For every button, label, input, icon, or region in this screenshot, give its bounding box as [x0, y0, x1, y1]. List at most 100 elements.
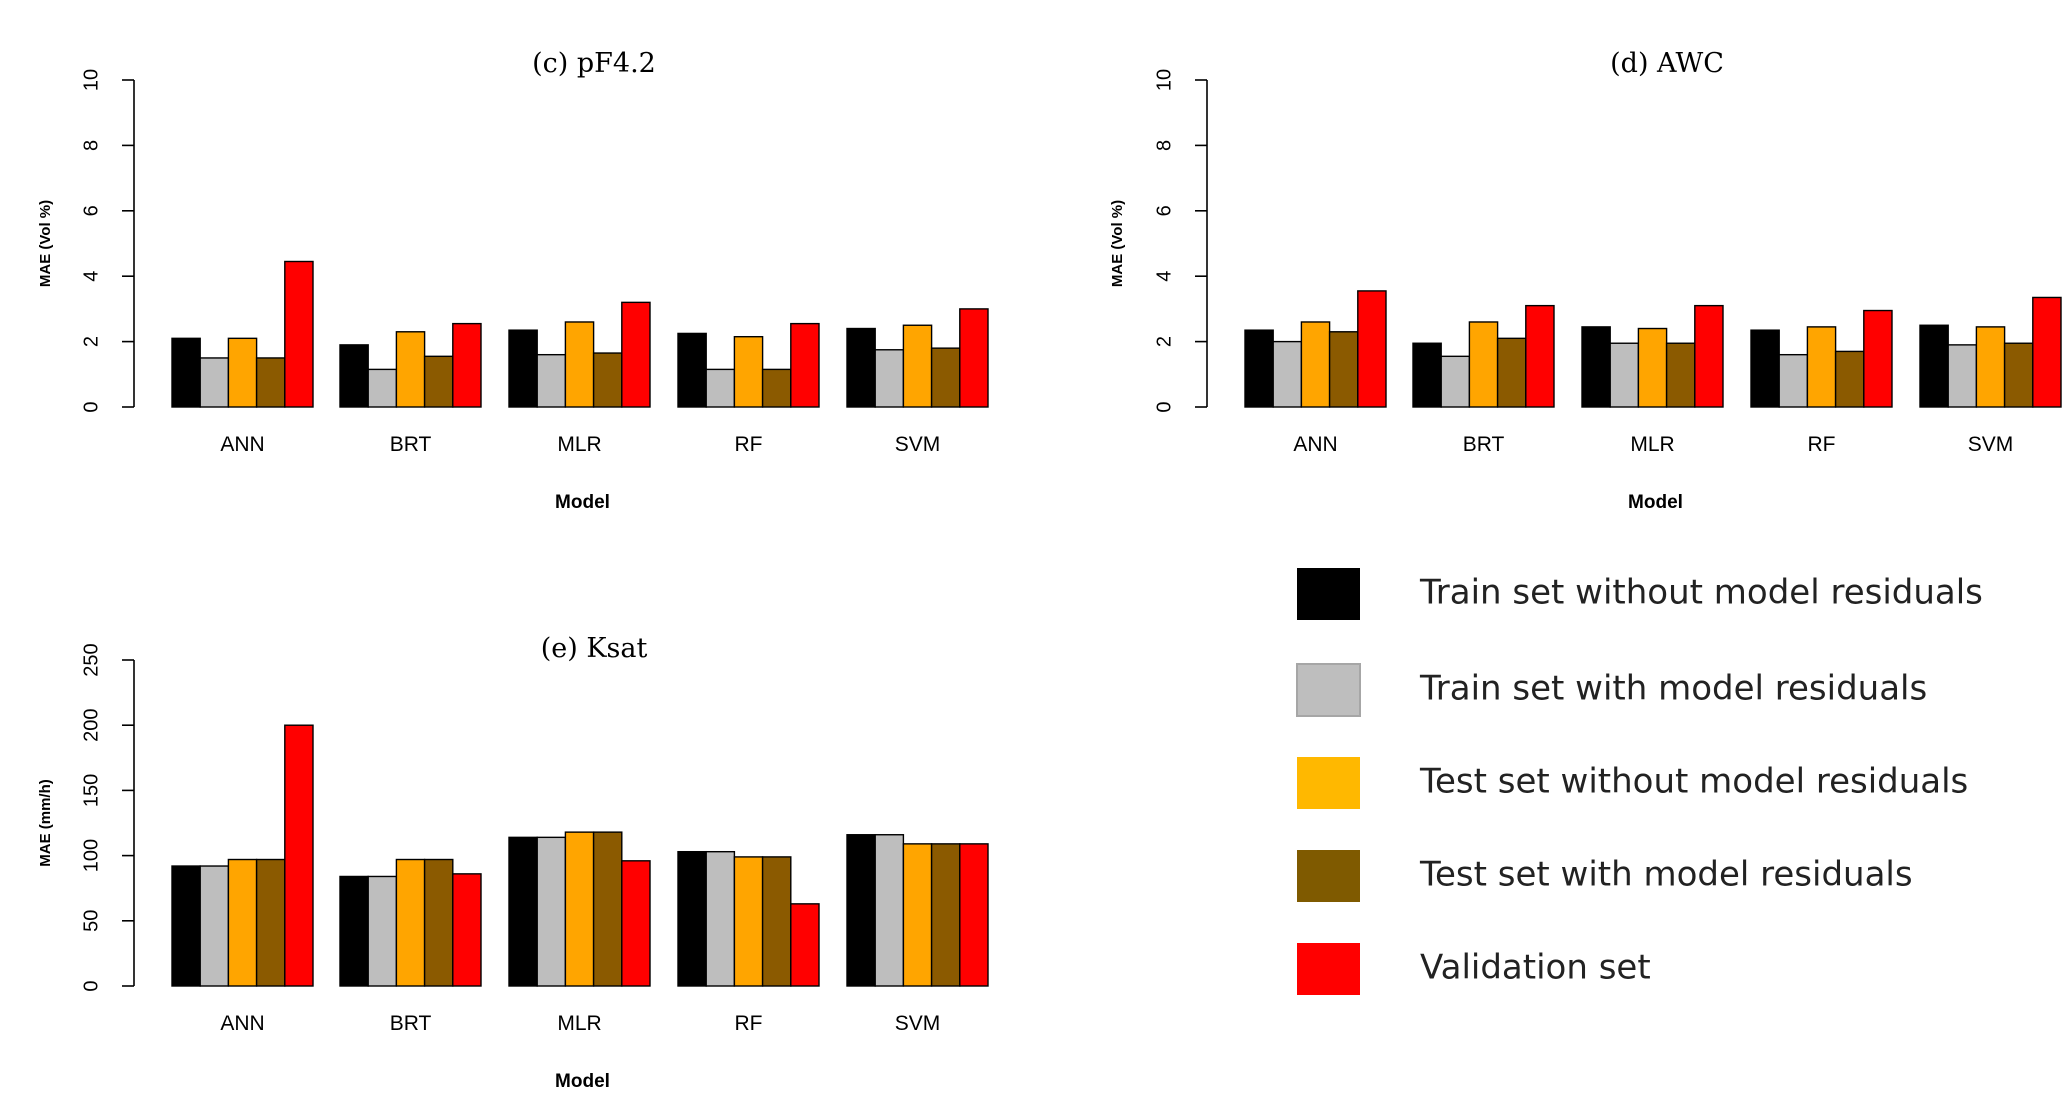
bar-mlr-series-3 [592, 352, 623, 408]
legend-swatch [1297, 757, 1360, 809]
y-tick-label: 10 [80, 69, 102, 91]
bar-mlr-series-2 [564, 831, 595, 987]
bar-brt-series-1 [1440, 355, 1471, 408]
bar-brt-series-2 [1468, 321, 1499, 408]
bar-rf-series-0 [1750, 329, 1780, 408]
x-category-label: MLR [557, 433, 601, 456]
bar-ann-series-2 [227, 337, 258, 408]
bar-rf-series-2 [733, 856, 764, 987]
bar-brt-series-2 [395, 858, 426, 987]
bar-mlr-series-2 [564, 321, 595, 408]
bar-ann-series-0 [171, 865, 201, 987]
bar-svm-series-3 [2003, 342, 2034, 408]
bar-svm-series-0 [846, 327, 876, 408]
bar-rf-series-4 [790, 322, 820, 408]
bar-brt-series-4 [452, 322, 482, 408]
bar-brt-series-4 [452, 873, 482, 987]
bar-rf-series-2 [733, 335, 764, 408]
bar-ann-series-3 [1328, 331, 1359, 408]
bar-brt-series-0 [339, 344, 369, 408]
bar-ann-series-1 [199, 865, 230, 987]
bar-mlr-series-4 [621, 301, 651, 408]
bar-brt-series-1 [367, 875, 398, 987]
bar-mlr-series-2 [1637, 327, 1668, 408]
x-axis-label: Model [555, 1071, 610, 1092]
y-tick-label: 0 [80, 401, 102, 412]
bar-ann-series-4 [284, 260, 314, 408]
bar-mlr-series-0 [1581, 326, 1611, 408]
bar-brt-series-0 [339, 875, 369, 987]
legend-swatch [1297, 943, 1360, 995]
bar-ann-series-4 [1357, 290, 1387, 408]
bar-ann-series-3 [255, 858, 286, 987]
x-category-label: SVM [895, 1012, 941, 1035]
y-tick-label: 2 [80, 336, 102, 347]
y-tick-label: 50 [80, 910, 102, 932]
bar-brt-series-3 [423, 355, 454, 408]
chart-awc: (d) AWC 0 2 4 6 8 10 MAE (Vol %) ANN BRT MLR RF SVM M… [1109, 48, 2062, 513]
bar-mlr-series-0 [508, 329, 538, 408]
bar-rf-series-0 [677, 850, 707, 987]
legend-label: Test set with model residuals [1419, 855, 1913, 895]
y-tick-label: 2 [1153, 336, 1175, 347]
x-axis-label: Model [555, 492, 610, 513]
x-category-label: RF [735, 433, 763, 456]
bar-ann-series-3 [255, 357, 286, 408]
bar-mlr-series-0 [508, 836, 538, 987]
y-tick-label: 100 [80, 839, 102, 872]
bar-ann-series-0 [171, 337, 201, 408]
bar-brt-series-0 [1412, 342, 1442, 408]
chart-title: (d) AWC [1610, 48, 1724, 79]
legend-swatch [1297, 850, 1360, 902]
bar-svm-series-4 [959, 843, 989, 987]
bar-mlr-series-4 [1694, 304, 1724, 408]
y-tick-label: 8 [1153, 140, 1175, 151]
bar-svm-series-0 [846, 834, 876, 987]
bar-rf-series-3 [761, 856, 792, 987]
bar-svm-series-1 [1947, 344, 1978, 408]
bar-rf-series-2 [1806, 326, 1837, 408]
bar-rf-series-4 [790, 903, 820, 987]
bar-rf-series-3 [1834, 350, 1865, 408]
legend-label: Test set without model residuals [1419, 762, 1968, 802]
chart-title: (c) pF4.2 [532, 48, 656, 79]
bar-mlr-series-1 [536, 353, 567, 408]
bar-brt-series-3 [423, 858, 454, 987]
x-category-label: RF [1808, 433, 1836, 456]
bar-svm-series-1 [874, 834, 905, 987]
legend-label: Train set without model residuals [1419, 573, 1983, 613]
bar-rf-series-1 [705, 850, 736, 987]
bar-svm-series-3 [930, 347, 961, 408]
bar-brt-series-4 [1525, 304, 1555, 408]
y-axis-label: MAE (Vol %) [1109, 200, 1126, 287]
bar-mlr-series-1 [536, 836, 567, 987]
x-category-label: ANN [220, 433, 264, 456]
y-axis-label: MAE (Vol %) [37, 200, 54, 287]
bar-svm-series-4 [959, 308, 989, 408]
y-tick-label: 10 [1153, 69, 1175, 91]
x-category-label: BRT [390, 1012, 432, 1035]
legend-label: Validation set [1420, 948, 1651, 988]
y-tick-label: 150 [80, 774, 102, 807]
chart-title: (e) Ksat [541, 633, 648, 664]
y-axis-label: MAE (mm/h) [37, 779, 54, 867]
y-tick-label: 4 [1153, 271, 1175, 282]
bar-svm-series-1 [874, 349, 905, 408]
bar-ann-series-0 [1244, 329, 1274, 408]
bar-ann-series-2 [227, 858, 258, 987]
bar-brt-series-2 [395, 331, 426, 408]
x-category-label: SVM [895, 433, 941, 456]
y-tick-label: 200 [80, 709, 102, 742]
bar-brt-series-1 [367, 368, 398, 408]
x-category-label: MLR [1630, 433, 1674, 456]
y-tick-label: 6 [1153, 205, 1175, 216]
legend-swatch [1297, 568, 1360, 620]
bar-rf-series-4 [1863, 309, 1893, 408]
bar-svm-series-0 [1919, 324, 1949, 408]
y-tick-label: 0 [80, 980, 102, 991]
bar-mlr-series-3 [592, 831, 623, 987]
bar-svm-series-2 [902, 324, 933, 408]
bar-mlr-series-4 [621, 860, 651, 987]
x-category-label: ANN [220, 1012, 264, 1035]
x-category-label: BRT [390, 433, 432, 456]
